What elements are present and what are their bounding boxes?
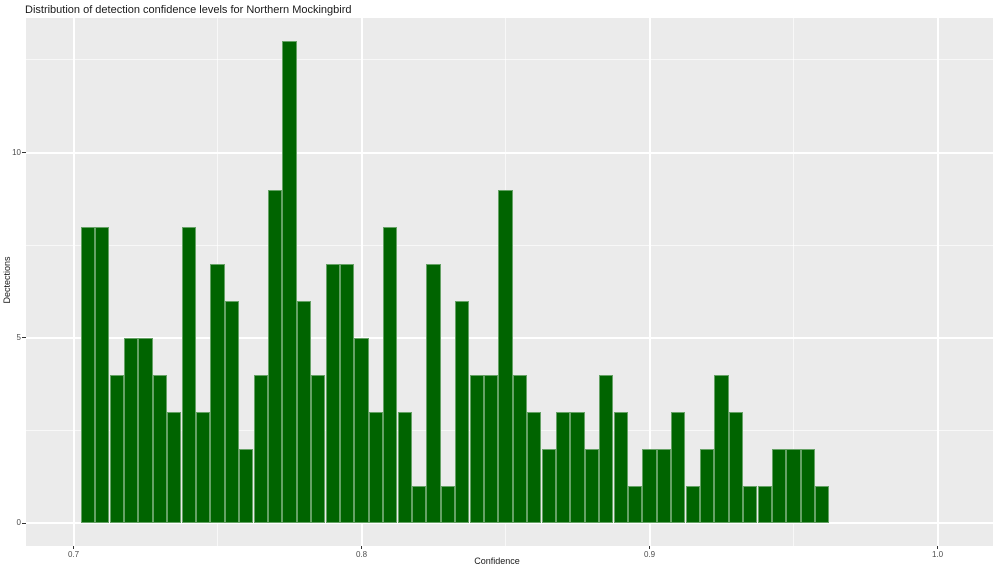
histogram-bar xyxy=(714,374,729,523)
x-tick-label: 0.8 xyxy=(355,550,368,559)
gridline-major-vertical xyxy=(936,18,939,546)
histogram-bar xyxy=(339,263,355,523)
histogram-bar xyxy=(599,374,614,523)
x-tick-label: 0.9 xyxy=(643,550,656,559)
gridline-minor-vertical xyxy=(793,18,794,546)
histogram-bar xyxy=(224,300,240,523)
histogram-bar xyxy=(383,226,398,523)
histogram-bar xyxy=(455,300,470,523)
histogram-bar xyxy=(512,374,528,523)
histogram-bar xyxy=(411,485,427,523)
gridline-minor-horizontal xyxy=(26,59,993,61)
histogram-bar xyxy=(210,263,225,523)
histogram-bar xyxy=(613,411,628,523)
histogram-bar xyxy=(195,411,211,523)
histogram-bar xyxy=(296,300,312,523)
histogram-bar xyxy=(267,189,283,523)
histogram-bar xyxy=(728,411,744,523)
y-axis-title: Dectections xyxy=(2,256,12,304)
histogram-bar xyxy=(440,485,456,523)
histogram-bar xyxy=(498,189,513,523)
histogram-bar xyxy=(800,448,816,523)
histogram-bar xyxy=(397,411,412,523)
y-tick-label: 5 xyxy=(16,332,21,342)
histogram-bar xyxy=(167,411,182,523)
histogram-bar xyxy=(541,448,556,523)
histogram-bar xyxy=(757,485,772,523)
gridline-major-vertical xyxy=(72,18,75,546)
x-axis-tick xyxy=(937,546,938,549)
histogram-bar xyxy=(152,374,168,523)
histogram-bar xyxy=(181,226,196,523)
chart-title: Distribution of detection confidence lev… xyxy=(25,4,352,16)
histogram-bar xyxy=(642,448,657,523)
gridline-major-vertical xyxy=(360,18,363,546)
histogram-bar xyxy=(771,448,787,523)
histogram-bar xyxy=(282,41,297,523)
histogram-bar xyxy=(815,485,830,523)
histogram-bar xyxy=(527,411,542,523)
histogram-bar xyxy=(138,337,153,523)
histogram-bar xyxy=(656,448,672,523)
y-axis-tick xyxy=(22,152,26,153)
x-axis-tick xyxy=(361,546,362,549)
histogram-bar xyxy=(354,337,369,523)
histogram-bar xyxy=(699,448,715,523)
histogram-bar xyxy=(426,263,441,523)
histogram-bar xyxy=(253,374,268,523)
x-axis-tick xyxy=(73,546,74,549)
x-axis-title: Confidence xyxy=(474,556,520,566)
histogram-bar xyxy=(671,411,686,523)
y-axis-tick xyxy=(22,337,26,339)
histogram-bar xyxy=(311,374,326,523)
plot-panel xyxy=(26,18,993,546)
gridline-major-horizontal xyxy=(26,522,993,524)
histogram-bar xyxy=(627,485,643,523)
histogram-bar xyxy=(123,337,139,523)
x-axis-tick xyxy=(649,546,650,549)
y-tick-label: 10 xyxy=(12,147,21,157)
gridline-major-vertical xyxy=(648,18,651,546)
x-tick-label: 1.0 xyxy=(931,550,944,559)
histogram-bar xyxy=(368,411,384,523)
x-tick-label: 0.7 xyxy=(67,550,80,559)
y-axis-tick xyxy=(22,522,26,524)
y-tick-label: 0 xyxy=(16,518,21,527)
histogram-bar xyxy=(570,411,585,523)
histogram-bar xyxy=(584,448,600,523)
histogram-bar xyxy=(80,226,96,523)
histogram-bar xyxy=(95,226,110,523)
gridline-major-horizontal xyxy=(26,151,993,154)
histogram-bar xyxy=(555,411,571,523)
histogram-bar xyxy=(469,374,484,523)
histogram-bar xyxy=(483,374,499,523)
histogram-bar xyxy=(743,485,758,523)
histogram-bar xyxy=(109,374,124,523)
histogram-bar xyxy=(239,448,254,523)
histogram-bar xyxy=(325,263,340,523)
histogram-bar xyxy=(685,485,700,523)
histogram-bar xyxy=(786,448,801,523)
